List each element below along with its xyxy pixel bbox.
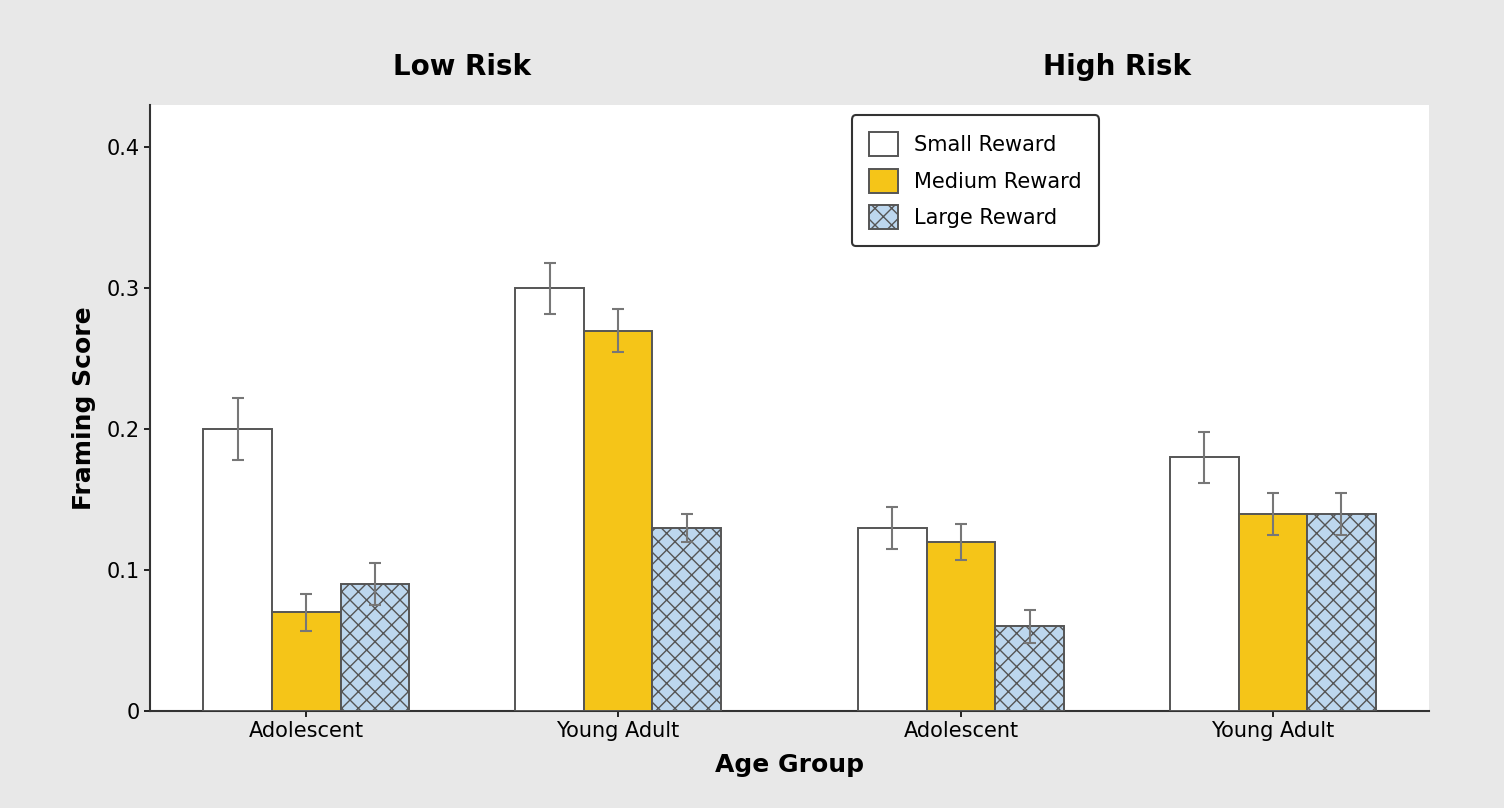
Bar [516,288,584,711]
Bar [1170,457,1239,711]
Text: High Risk: High Risk [1042,53,1191,81]
Bar [1239,514,1307,711]
Bar [584,330,653,711]
Bar [653,528,720,711]
Bar [926,542,996,711]
Bar [859,528,926,711]
Legend: Small Reward, Medium Reward, Large Reward: Small Reward, Medium Reward, Large Rewar… [851,116,1099,246]
Bar [340,584,409,711]
Y-axis label: Framing Score: Framing Score [72,306,96,510]
X-axis label: Age Group: Age Group [714,752,865,776]
Text: Low Risk: Low Risk [393,53,531,81]
Bar [1307,514,1376,711]
Bar [203,429,272,711]
Bar [272,612,340,711]
Bar [996,626,1063,711]
